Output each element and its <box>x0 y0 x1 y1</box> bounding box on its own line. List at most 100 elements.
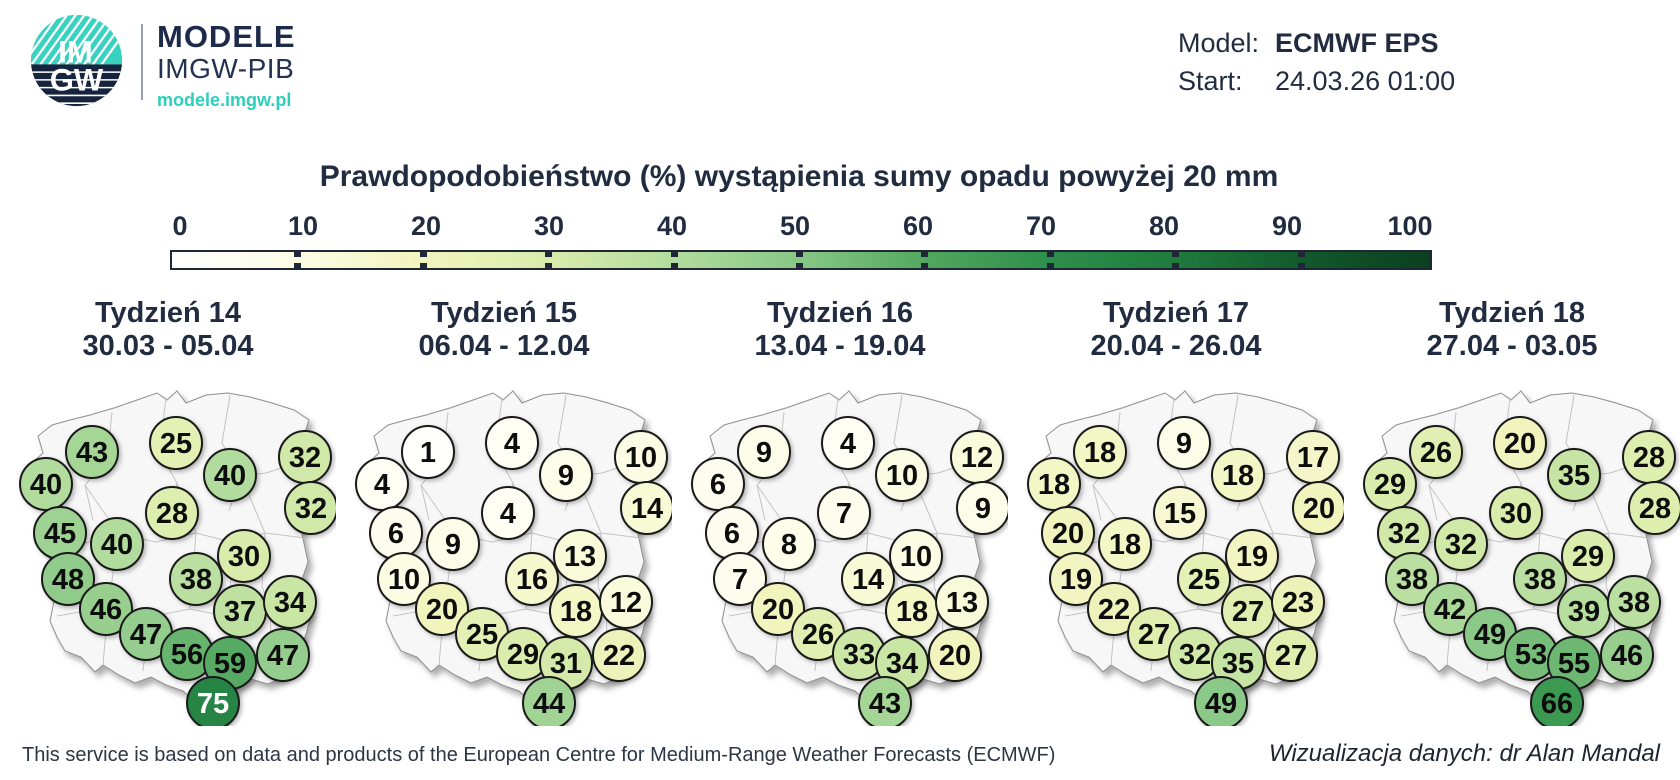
probability-value: 25 <box>466 619 498 651</box>
imgw-logo: IM GW <box>30 14 123 107</box>
probability-marker <box>1561 529 1615 583</box>
probability-marker <box>65 425 119 479</box>
model-label: Model: <box>1178 28 1260 58</box>
probability-value: 40 <box>101 529 133 561</box>
probability-value: 35 <box>1222 648 1254 680</box>
logo-divider <box>141 24 143 100</box>
probability-value: 4 <box>840 428 856 460</box>
probability-value: 43 <box>869 688 901 720</box>
probability-value: 26 <box>802 619 834 651</box>
legend-title: Prawdopodobieństwo (%) wystąpienia sumy … <box>319 160 1279 193</box>
probability-value: 34 <box>274 587 306 619</box>
week-title: Tydzień 18 <box>1438 297 1586 329</box>
probability-marker <box>1493 416 1547 470</box>
probability-marker <box>505 552 559 606</box>
probability-value: 10 <box>625 442 657 474</box>
probability-value: 29 <box>1572 541 1604 573</box>
probability-value: 42 <box>1434 594 1466 626</box>
probability-value: 22 <box>1098 594 1130 626</box>
probability-marker <box>256 628 310 682</box>
probability-value: 20 <box>1303 493 1335 525</box>
colorbar-tick <box>1046 263 1054 268</box>
probability-marker <box>553 529 607 583</box>
colorbar-tick <box>1046 252 1054 257</box>
probability-marker <box>1098 517 1152 571</box>
probability-marker <box>481 486 535 540</box>
probability-value: 39 <box>1568 596 1600 628</box>
colorbar-tick <box>419 252 427 257</box>
probability-value: 46 <box>1611 640 1643 672</box>
probability-value: 12 <box>961 442 993 474</box>
probability-value: 38 <box>1396 564 1428 596</box>
probability-marker <box>737 425 791 479</box>
probability-value: 32 <box>295 493 327 525</box>
probability-marker <box>1157 416 1211 470</box>
probability-marker <box>858 676 912 726</box>
probability-marker <box>90 517 144 571</box>
colorbar-tick <box>1172 263 1180 268</box>
probability-marker <box>713 552 767 606</box>
probability-marker <box>1434 517 1488 571</box>
map-column: Tydzień 15 06.04 - 12.04 1 4 4 9 10 4 14 6 9 13 16 10… <box>336 297 672 726</box>
probability-value: 27 <box>1275 640 1307 672</box>
colorbar <box>170 250 1432 270</box>
probability-value: 59 <box>214 648 246 680</box>
probability-marker <box>1177 552 1231 606</box>
probability-marker <box>1628 481 1680 535</box>
colorbar-tick <box>545 252 553 257</box>
probability-value: 19 <box>1236 541 1268 573</box>
probability-value: 75 <box>197 688 229 720</box>
probability-value: 30 <box>228 541 260 573</box>
week-title: Tydzień 17 <box>1102 297 1250 329</box>
probability-marker <box>1073 425 1127 479</box>
probability-value: 37 <box>224 596 256 628</box>
brand-url: modele.imgw.pl <box>157 90 292 110</box>
probability-value: 4 <box>500 498 516 530</box>
probability-value: 53 <box>1515 639 1547 671</box>
map-column: Tydzień 16 13.04 - 19.04 9 4 6 10 12 7 9 6 8 10 14 7 2… <box>672 297 1008 726</box>
start-value: 24.03.26 01:00 <box>1275 66 1456 96</box>
colorbar-tick <box>545 263 553 268</box>
logo-text-gw: GW <box>50 63 104 98</box>
probability-marker <box>1049 552 1103 606</box>
model-row: Model: ECMWF EPS <box>1178 24 1455 62</box>
probability-value: 33 <box>843 639 875 671</box>
probability-value: 6 <box>710 469 726 501</box>
probability-marker <box>1409 425 1463 479</box>
probability-value: 8 <box>781 529 797 561</box>
probability-value: 27 <box>1138 619 1170 651</box>
probability-value: 4 <box>374 469 390 501</box>
probability-marker <box>1087 582 1141 636</box>
colorbar-tick <box>921 263 929 268</box>
probability-value: 12 <box>610 587 642 619</box>
probability-value: 18 <box>1084 437 1116 469</box>
colorbar-tick-label: 60 <box>902 211 934 241</box>
colorbar-tick <box>1297 263 1305 268</box>
probability-value: 9 <box>756 437 772 469</box>
probability-value: 30 <box>1500 498 1532 530</box>
probability-marker <box>1513 552 1567 606</box>
probability-marker <box>426 517 480 571</box>
probability-marker <box>539 448 593 502</box>
brand-block: MODELE IMGW-PIB modele.imgw.pl <box>157 20 296 111</box>
colorbar-tick-label: 50 <box>779 211 811 241</box>
probability-value: 9 <box>558 460 574 492</box>
colorbar-tick <box>670 252 678 257</box>
probability-value: 25 <box>160 428 192 460</box>
probability-value: 28 <box>156 498 188 530</box>
probability-value: 13 <box>564 541 596 573</box>
week-dates: 30.03 - 05.04 <box>82 330 254 362</box>
probability-value: 31 <box>550 648 582 680</box>
probability-value: 1 <box>420 437 436 469</box>
probability-value: 10 <box>900 541 932 573</box>
probability-marker <box>889 529 943 583</box>
probability-value: 16 <box>516 564 548 596</box>
probability-value: 32 <box>1388 518 1420 550</box>
probability-marker <box>1292 481 1344 535</box>
colorbar-tick <box>670 263 678 268</box>
probability-value: 20 <box>426 594 458 626</box>
brand-subtitle: IMGW-PIB <box>157 53 295 84</box>
probability-marker <box>620 481 672 535</box>
